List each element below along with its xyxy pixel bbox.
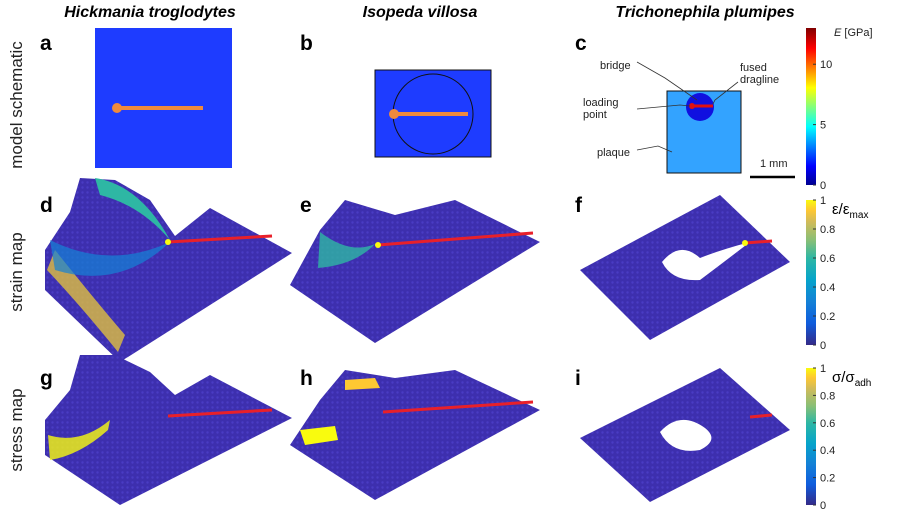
- loading-point: [112, 103, 122, 113]
- panel-letter: c: [575, 32, 587, 55]
- label-subscript: max: [850, 210, 869, 221]
- column-title: Hickmania troglodytes: [64, 4, 236, 21]
- colorbar-tick-label: 10: [820, 59, 832, 71]
- colorbar-tick-label: 0.2: [820, 311, 835, 323]
- strain-map-f: [580, 195, 790, 340]
- stress-map-h: [290, 370, 540, 500]
- label-subscript: adh: [855, 378, 872, 389]
- colorbar: E [GPa] 0 5 10: [806, 27, 873, 192]
- plaque-schematic: [95, 28, 232, 168]
- row-label: model schematic: [7, 41, 26, 169]
- row-label: strain map: [7, 232, 26, 311]
- panel-letter: b: [300, 32, 313, 55]
- colorbar-tick-label: 0.4: [820, 445, 835, 457]
- panel-letter: i: [575, 367, 581, 390]
- loading-point: [389, 109, 399, 119]
- colorbar-tick-label: 0: [820, 180, 826, 192]
- colorbar-tick-label: 5: [820, 120, 826, 132]
- colorbar: ε/εmax 0 0.2 0.4 0.6 0.8 1: [806, 195, 868, 352]
- column-title: Isopeda villosa: [363, 4, 478, 21]
- scale-bar-label: 1 mm: [760, 158, 788, 170]
- panel-letter: d: [40, 194, 53, 217]
- figure: Hickmania troglodytes Isopeda villosa Tr…: [0, 0, 906, 511]
- strain-map-e: [290, 200, 540, 343]
- colorbar-tick-label: 0.6: [820, 253, 835, 265]
- panel-letter: e: [300, 194, 312, 217]
- colorbar-tick-label: 1: [820, 363, 826, 375]
- colorbar-tick-label: 1: [820, 195, 826, 207]
- colorbar-tick-label: 0.8: [820, 224, 835, 236]
- colorbar-label: E [GPa]: [834, 27, 873, 39]
- colorbar-tick-label: 0: [820, 500, 826, 511]
- colorbar-label: σ/σadh: [832, 369, 871, 389]
- panel-letter: h: [300, 367, 313, 390]
- colorbar: σ/σadh 0 0.2 0.4 0.6 0.8 1: [806, 363, 871, 511]
- colorbar-tick-label: 0.2: [820, 473, 835, 485]
- annotation: bridge: [600, 60, 631, 72]
- label-symbol: ε/ε: [832, 201, 850, 218]
- stress-map-i: [580, 368, 790, 502]
- column-title: Trichonephila plumipes: [615, 4, 794, 21]
- panel-letter: f: [575, 194, 583, 217]
- row-label: stress map: [7, 388, 26, 471]
- panel-letter: g: [40, 367, 53, 390]
- colorbar-tick-label: 0.8: [820, 390, 835, 402]
- label-symbol: E: [834, 27, 842, 39]
- label-unit: [GPa]: [844, 27, 872, 39]
- colorbar-tick-label: 0.6: [820, 418, 835, 430]
- colorbar-label: ε/εmax: [832, 201, 868, 221]
- colorbar-tick-label: 0: [820, 340, 826, 352]
- colorbar-tick-label: 0.4: [820, 282, 835, 294]
- annotation: plaque: [597, 147, 630, 159]
- stress-map-g: [45, 355, 292, 505]
- strain-map-d: [45, 178, 292, 362]
- panel-letter: a: [40, 32, 52, 55]
- label-symbol: σ/σ: [832, 369, 855, 386]
